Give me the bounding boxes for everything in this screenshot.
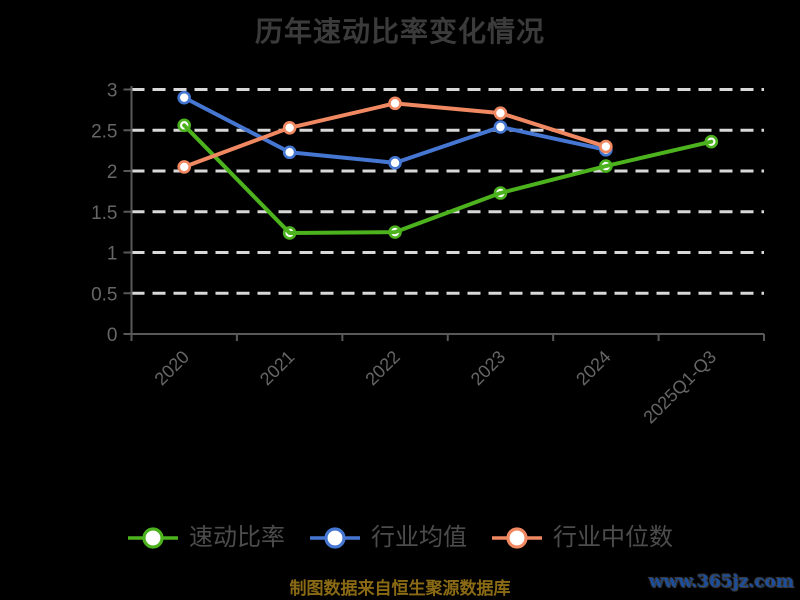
legend: 速动比率 行业均值 行业中位数 [0,517,800,559]
series-industry-average [177,90,613,170]
chart-title: 历年速动比率变化情况 [254,16,545,47]
svg-text:0.5: 0.5 [91,284,117,305]
svg-text:2022: 2022 [361,347,403,389]
series-industry-median [177,96,613,174]
x-axis-labels: 2020 2021 2022 2023 2024 2025Q1-Q3 [151,347,721,428]
y-axis-labels: 0 0.5 1 1.5 2 2.5 3 [91,81,117,347]
watermark-link[interactable]: www.365jz.com [649,572,794,592]
legend-line-marker-icon [492,527,542,549]
svg-text:2023: 2023 [467,347,509,389]
svg-text:1: 1 [107,244,118,265]
svg-text:2021: 2021 [256,347,298,389]
svg-text:2024: 2024 [572,347,614,389]
legend-line-marker-icon [310,527,360,549]
legend-item-industry-median[interactable]: 行业中位数 [491,525,673,551]
legend-label-industry-average: 行业均值 [371,524,467,551]
plot-area: 0 0.5 1 1.5 2 2.5 3 2020 2021 2022 2023 2024 2025Q1-… [91,81,765,428]
legend-label-industry-median: 行业中位数 [553,524,673,551]
svg-text:2025Q1-Q3: 2025Q1-Q3 [639,347,720,428]
svg-text:2.5: 2.5 [91,121,117,142]
svg-text:1.5: 1.5 [91,203,117,224]
series-quick-ratio [177,118,719,240]
svg-text:3: 3 [107,81,118,102]
data-source-note: 制图数据来自恒生聚源数据库 [289,579,511,598]
legend-label-quick-ratio: 速动比率 [189,524,285,551]
svg-text:0: 0 [107,325,118,346]
svg-text:2020: 2020 [151,347,193,389]
svg-text:2: 2 [107,162,118,183]
legend-item-quick-ratio[interactable]: 速动比率 [127,525,285,551]
legend-item-industry-average[interactable]: 行业均值 [309,525,467,551]
legend-line-marker-icon [128,527,178,549]
axes [123,86,765,341]
